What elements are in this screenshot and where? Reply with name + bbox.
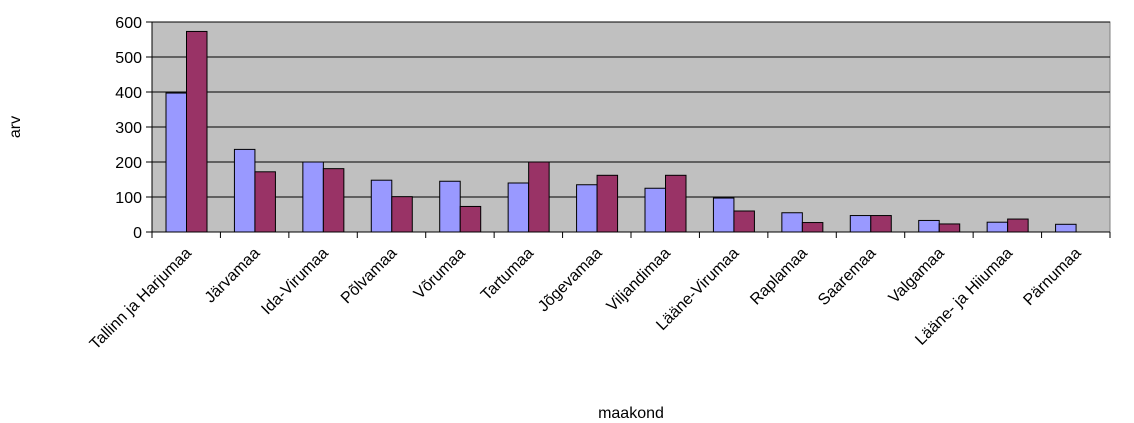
bar-series2-6 — [596, 174, 619, 233]
bar-series1-12 — [986, 221, 1009, 233]
bar-series2-11 — [938, 223, 961, 233]
y-tick-label: 500 — [115, 50, 142, 67]
x-tick-label: Järvamaa — [202, 245, 264, 307]
x-tick-label: Põlvamaa — [338, 245, 400, 307]
y-tick-labels: 0 100 200 300 400 500 600 — [115, 15, 142, 242]
bar-series1-4 — [439, 180, 461, 233]
bar-series1-7 — [644, 187, 666, 233]
x-tick-label: Pärnumaa — [1020, 245, 1084, 309]
bar-series1-9 — [781, 212, 803, 233]
y-tick-label: 400 — [115, 85, 142, 102]
bar-series2-12 — [1007, 218, 1029, 233]
bar-series2-7 — [665, 174, 687, 233]
bar-series1-5 — [507, 182, 530, 233]
bar-series2-2 — [322, 168, 345, 233]
bar-series1-10 — [849, 215, 872, 233]
bar-series1-11 — [918, 219, 940, 233]
x-tick-label: Saaremaa — [815, 245, 879, 309]
bar-series2-4 — [459, 205, 482, 233]
y-tick-label: 0 — [133, 225, 142, 242]
x-tick-label: Tartumaa — [478, 245, 537, 304]
y-tick-label: 100 — [115, 190, 142, 207]
x-tick-label: Võrumaa — [411, 245, 469, 303]
y-axis-title: arv — [7, 116, 24, 138]
bar-series2-9 — [801, 222, 824, 233]
y-tick-label: 200 — [115, 155, 142, 172]
bar-series1-6 — [576, 184, 598, 233]
y-tick-label: 600 — [115, 15, 142, 32]
x-tick-label: Raplamaa — [747, 245, 811, 309]
bar-series2-0 — [186, 30, 208, 233]
bar-series2-5 — [528, 161, 550, 233]
bar-series2-10 — [870, 215, 892, 233]
x-tick-label: Ida-Virumaa — [258, 245, 332, 319]
x-axis-title: maakond — [598, 405, 664, 422]
x-tick-label: Jõgevamaa — [535, 245, 606, 316]
bar-series1-13 — [1055, 223, 1077, 233]
bar-series1-8 — [712, 197, 735, 233]
bar-series1-2 — [302, 161, 324, 233]
bar-series2-8 — [733, 210, 755, 233]
y-tick-label: 300 — [115, 120, 142, 137]
bar-series1-3 — [370, 179, 393, 233]
axes — [146, 21, 1111, 238]
bar-series2-1 — [254, 171, 276, 233]
x-tick-label: Viljandimaa — [604, 245, 674, 315]
bar-series2-3 — [391, 196, 413, 233]
bars — [165, 30, 1077, 233]
x-tick-label: Tallinn ja Harjumaa — [87, 245, 195, 353]
x-tick-label: Valgamaa — [886, 245, 948, 307]
bar-series1-1 — [233, 148, 256, 233]
bar-series1-0 — [165, 92, 187, 233]
